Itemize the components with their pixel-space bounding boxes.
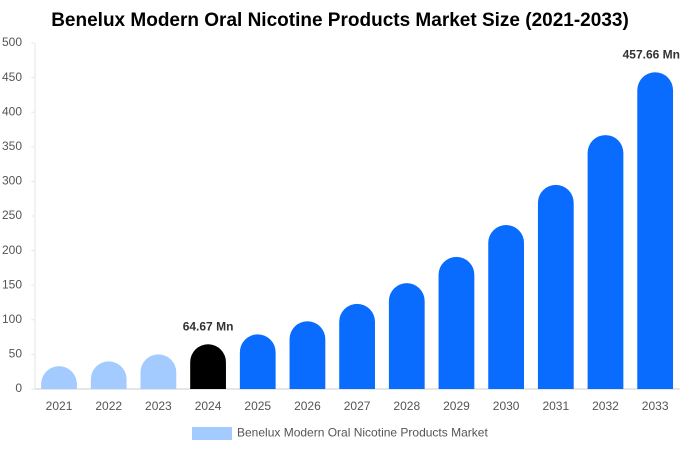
x-tick-label: 2026 [294, 399, 321, 413]
bar [488, 224, 525, 389]
bar [339, 303, 375, 389]
x-tick-label: 2025 [244, 399, 271, 413]
y-tick-label: 350 [2, 139, 22, 153]
bar [289, 321, 326, 389]
x-tick-label: 2032 [592, 399, 619, 413]
value-label: 457.66 Mn [623, 47, 680, 61]
y-tick-label: 50 [9, 347, 23, 361]
bar [41, 366, 77, 389]
x-tick-label: 2031 [542, 399, 569, 413]
legend-swatch [192, 427, 232, 440]
x-tick-label: 2030 [493, 399, 520, 413]
bar [587, 135, 624, 389]
x-tick-label: 2027 [344, 399, 371, 413]
y-tick-label: 100 [2, 312, 22, 326]
bar [438, 256, 475, 389]
y-tick-label: 150 [2, 277, 22, 291]
bar [637, 72, 674, 389]
x-tick-label: 2029 [443, 399, 470, 413]
x-tick-label: 2022 [95, 399, 122, 413]
y-tick-label: 200 [2, 243, 22, 257]
y-tick-label: 400 [2, 104, 22, 118]
bar [90, 361, 127, 389]
x-tick-label: 2023 [145, 399, 172, 413]
value-label: 64.67 Mn [183, 319, 234, 333]
x-tick-label: 2028 [393, 399, 420, 413]
y-tick-label: 250 [2, 208, 22, 222]
bar [388, 283, 425, 389]
bar [140, 354, 177, 389]
y-tick-label: 0 [15, 381, 22, 395]
legend-label: Benelux Modern Oral Nicotine Products Ma… [237, 426, 488, 440]
x-tick-label: 2024 [195, 399, 222, 413]
x-tick-label: 2033 [642, 399, 669, 413]
bar [537, 184, 574, 389]
chart-title: Benelux Modern Oral Nicotine Products Ma… [51, 10, 629, 31]
y-tick-label: 500 [2, 35, 22, 49]
bar [190, 344, 226, 389]
y-tick-label: 300 [2, 174, 22, 188]
bar [239, 334, 276, 389]
y-tick-label: 450 [2, 70, 22, 84]
x-tick-label: 2021 [46, 399, 73, 413]
